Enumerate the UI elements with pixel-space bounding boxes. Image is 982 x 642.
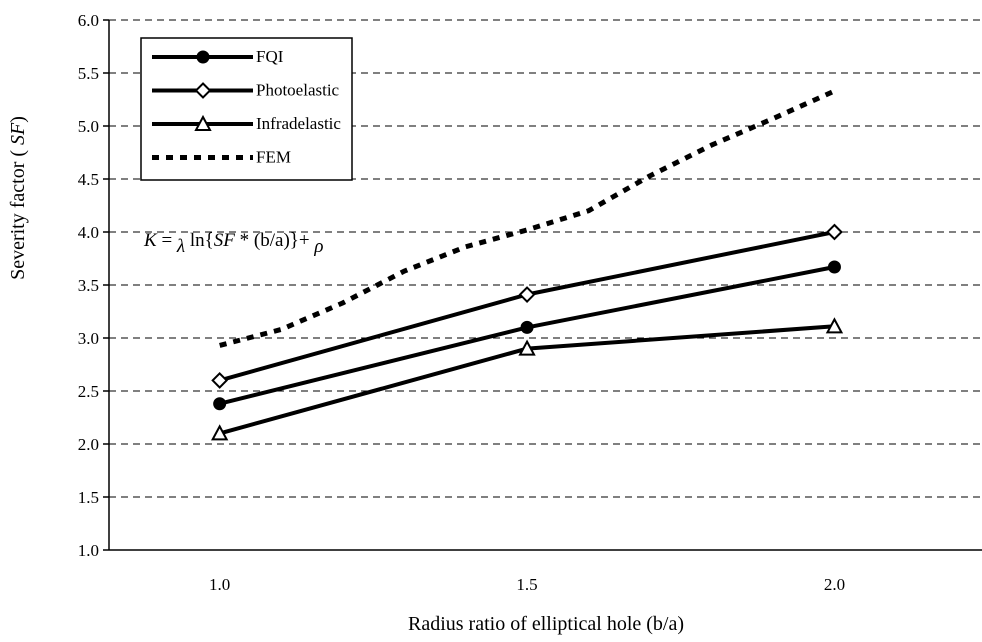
x-axis-label: Radius ratio of elliptical hole (b/a) [408,613,684,635]
legend: FQI Photoelastic Infradelastic FEM [140,37,353,181]
formula-rest: * (b/a)}+ [235,230,314,251]
formula-annotation: K = λ ln{SF * (b/a)}+ ρ [143,230,323,257]
series-line-photoelastic [219,230,835,383]
point-infradelastic-2 [825,317,844,334]
point-photoelastic-2 [826,223,843,241]
y-tick-labels: 1.0 1.5 2.0 2.5 3.0 3.5 4.0 4.5 5.0 5.5 6.0 [78,11,99,560]
y-axis-label-main: Severity factor ( [7,145,29,280]
y-tick-label-1: 1.5 [78,488,99,507]
y-tick-label-2: 2.0 [78,435,99,454]
point-fqi-0 [213,397,227,411]
formula-ln: ln{ [185,230,214,251]
x-tick-label-1: 1.5 [516,575,537,594]
axes [103,19,982,551]
legend-box [140,37,353,181]
x-tick-labels: 1.0 1.5 2.0 [209,575,845,594]
point-photoelastic-1 [518,286,536,303]
y-tick-label-10: 6.0 [78,11,99,30]
legend-marker-fqi [196,50,210,64]
y-tick-label-9: 5.5 [78,64,99,83]
x-tick-label-0: 1.0 [209,575,230,594]
formula-eq: = [157,230,177,251]
formula-rho: ρ [313,236,323,257]
legend-label-infradelastic: Infradelastic [256,114,341,133]
y-tick-label-7: 4.5 [78,170,99,189]
formula-k: K [143,230,158,251]
point-infradelastic-1 [518,339,536,356]
formula-lambda: λ [176,236,185,257]
legend-label-fem: FEM [256,148,291,167]
legend-label-photoelastic: Photoelastic [256,81,340,100]
point-infradelastic-0 [210,424,229,441]
y-tick-label-5: 3.5 [78,276,99,295]
point-fqi-1 [520,320,534,334]
point-fqi-2 [827,260,841,274]
legend-marker-infradelastic [194,114,212,131]
y-tick-label-4: 3.0 [78,329,99,348]
y-tick-label-3: 2.5 [78,382,99,401]
y-axis-label: Severity factor ( SF) [7,116,29,280]
x-tick-label-2: 2.0 [824,575,845,594]
y-tick-label-6: 4.0 [78,223,99,242]
y-axis-label-end: ) [7,116,29,123]
series-group [210,88,844,441]
legend-marker-photoelastic [194,82,212,99]
legend-label-fqi: FQI [256,47,284,66]
formula-sf: SF [214,230,236,251]
point-photoelastic-0 [211,371,229,389]
y-tick-label-8: 5.0 [78,117,99,136]
y-axis-label-italic: SF [7,122,29,145]
y-tick-label-0: 1.0 [78,541,99,560]
